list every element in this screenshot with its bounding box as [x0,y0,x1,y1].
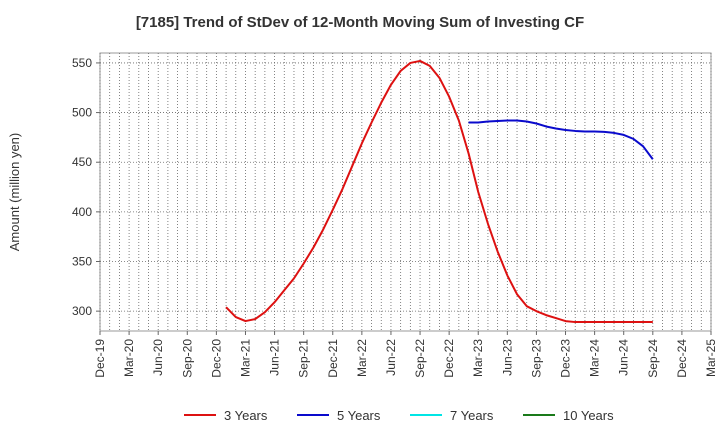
x-tick-label: Jun-22 [384,339,398,376]
x-tick-label: Mar-24 [588,339,602,377]
y-tick-label: 500 [72,106,92,120]
plot-area [99,52,712,332]
x-tick-label: Dec-22 [442,339,456,378]
legend-label-7-years: 7 Years [450,408,494,423]
y-tick-label: 400 [72,205,92,219]
x-tick-label: Mar-20 [122,339,136,377]
y-tick-label: 300 [72,304,92,318]
x-tick-label: Sep-20 [180,339,194,378]
series-line-5-years [468,119,654,160]
x-tick-label: Jun-24 [617,339,631,376]
x-tick-label: Sep-22 [413,339,427,378]
x-tick-label: Dec-21 [326,339,340,378]
series-line-3-years [225,59,653,324]
x-axis: Dec-19 Mar-20 Jun-20 Sep-20 Dec-20 Mar-21 Jun-… [93,331,718,378]
x-tick-label: Mar-22 [355,339,369,377]
series-lines [225,59,654,324]
x-tick-label: Mar-25 [704,339,718,377]
x-tick-label: Mar-23 [471,339,485,377]
legend-label-5-years: 5 Years [337,408,381,423]
x-tick-label: Sep-23 [529,339,543,378]
legend-label-10-years: 10 Years [563,408,614,423]
x-tick-label: Jun-20 [151,339,165,376]
grid-lines [99,53,712,331]
y-axis: 300 350 400 450 500 550 [72,56,100,318]
x-tick-label: Jun-23 [500,339,514,376]
legend: 3 Years 5 Years 7 Years 10 Years [184,408,614,423]
x-tick-label: Mar-21 [238,339,252,377]
x-tick-label: Dec-23 [559,339,573,378]
y-tick-label: 450 [72,155,92,169]
x-tick-label: Dec-20 [209,339,223,378]
x-tick-label: Jun-21 [268,339,282,376]
y-tick-label: 550 [72,56,92,70]
y-tick-label: 350 [72,255,92,269]
chart-title: [7185] Trend of StDev of 12-Month Moving… [135,14,585,31]
x-tick-label: Sep-21 [297,339,311,378]
x-tick-label: Dec-19 [93,339,107,378]
x-tick-label: Dec-24 [675,339,689,378]
y-axis-title: Amount (million yen) [7,133,22,252]
x-tick-label: Sep-24 [646,339,660,378]
legend-label-3-years: 3 Years [224,408,268,423]
